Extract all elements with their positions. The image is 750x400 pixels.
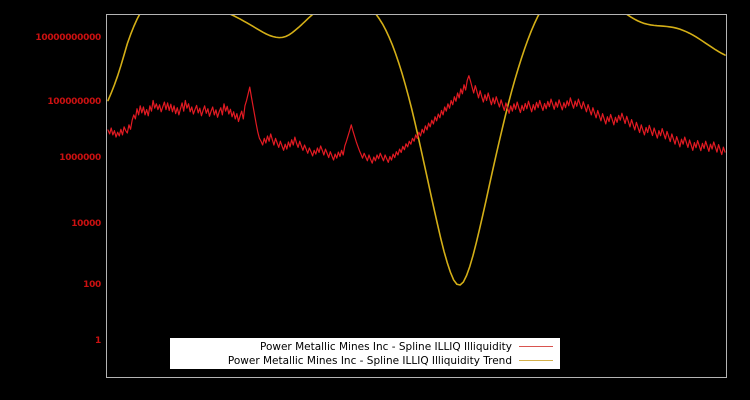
chart-legend[interactable]: Power Metallic Mines Inc - Spline ILLIQ … bbox=[170, 338, 560, 369]
y-tick-label: 100000000 bbox=[47, 97, 101, 107]
plot-area bbox=[106, 14, 727, 378]
series-line-trend bbox=[107, 15, 726, 286]
y-tick-label: 1000000 bbox=[59, 153, 101, 163]
legend-entry-illiquidity[interactable]: Power Metallic Mines Inc - Spline ILLIQ … bbox=[171, 340, 559, 354]
y-tick-label: 100 bbox=[83, 280, 101, 290]
legend-swatch-illiquidity-trend bbox=[519, 360, 553, 361]
y-axis-tick-labels: 10000000000 100000000 1000000 10000 100 … bbox=[0, 0, 101, 400]
series-line-illiquidity bbox=[107, 75, 726, 164]
legend-swatch-illiquidity bbox=[519, 346, 553, 347]
legend-entry-illiquidity-trend[interactable]: Power Metallic Mines Inc - Spline ILLIQ … bbox=[171, 354, 559, 368]
legend-label-illiquidity: Power Metallic Mines Inc - Spline ILLIQ … bbox=[259, 340, 512, 353]
legend-label-illiquidity-trend: Power Metallic Mines Inc - Spline ILLIQ … bbox=[227, 354, 512, 367]
y-tick-label: 10000 bbox=[71, 219, 101, 229]
y-tick-label: 10000000000 bbox=[35, 33, 101, 43]
chart-series-canvas bbox=[107, 15, 726, 286]
y-tick-label: 1 bbox=[95, 336, 101, 346]
